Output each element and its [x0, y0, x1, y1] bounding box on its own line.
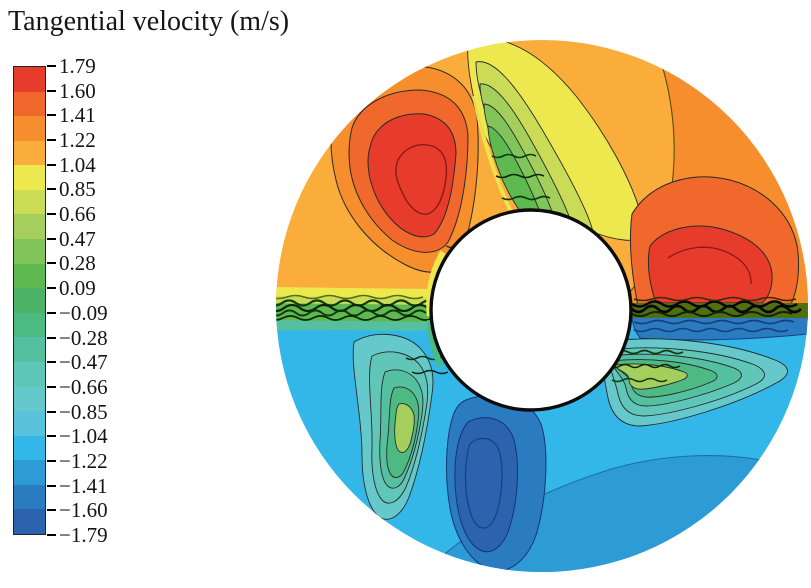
colorbar — [13, 66, 46, 535]
shear-squiggle — [276, 303, 429, 313]
lobe-right-core — [647, 225, 773, 304]
shear-squiggle — [633, 319, 795, 325]
contour-sliver-yellow — [472, 95, 514, 215]
tongue-right-core — [614, 363, 688, 390]
colorbar-band — [14, 435, 45, 461]
speckle-squiggle — [495, 173, 545, 179]
vortex-bottom-core — [454, 417, 518, 553]
vortex-upper-left-core — [367, 113, 457, 238]
chart-title: Tangential velocity (m/s) — [8, 6, 290, 37]
colorbar-band — [14, 337, 45, 362]
shear-squiggle — [631, 300, 798, 308]
speckle-squiggle — [491, 153, 537, 159]
tongue-lower-left-core — [394, 403, 415, 453]
shear-squiggle — [276, 294, 424, 300]
colorbar-band — [14, 116, 45, 141]
colorbar-band — [14, 239, 45, 264]
colorbar-band — [14, 189, 45, 215]
inner-cylinder-rim — [429, 208, 633, 412]
speckle-squiggle — [411, 369, 449, 375]
colorbar-band — [14, 263, 45, 289]
shear-squiggle — [633, 327, 789, 333]
lobe-right-inner-contour — [667, 246, 752, 285]
colorbar-band — [14, 509, 45, 534]
colorbar-band — [14, 214, 45, 240]
colorbar-band — [14, 67, 45, 92]
shear-squiggle — [633, 296, 797, 302]
colorbar-band — [14, 312, 45, 338]
colorbar-band — [14, 361, 45, 387]
shear-squiggle — [631, 311, 793, 317]
vortex-upper-left-inner-contour — [395, 144, 448, 215]
vortex-bottom-inner-contour — [464, 437, 503, 529]
shear-left-strip-teal — [276, 320, 438, 331]
shear-squiggle — [276, 299, 437, 307]
shear-squiggle — [276, 309, 427, 317]
colorbar-band — [14, 140, 45, 166]
colorbar-band — [14, 165, 45, 190]
colorbar-band — [14, 460, 45, 485]
colorbar-band — [14, 411, 45, 436]
speckle-squiggle — [609, 363, 681, 369]
colorbar-band — [14, 484, 45, 510]
speckle-squiggle — [501, 195, 551, 201]
speckle-squiggle — [611, 377, 668, 383]
speckle-squiggle — [511, 215, 561, 221]
colorbar-band — [14, 288, 45, 313]
shear-squiggle — [276, 315, 434, 321]
colorbar-band — [14, 386, 45, 412]
colorbar-band — [14, 91, 45, 117]
